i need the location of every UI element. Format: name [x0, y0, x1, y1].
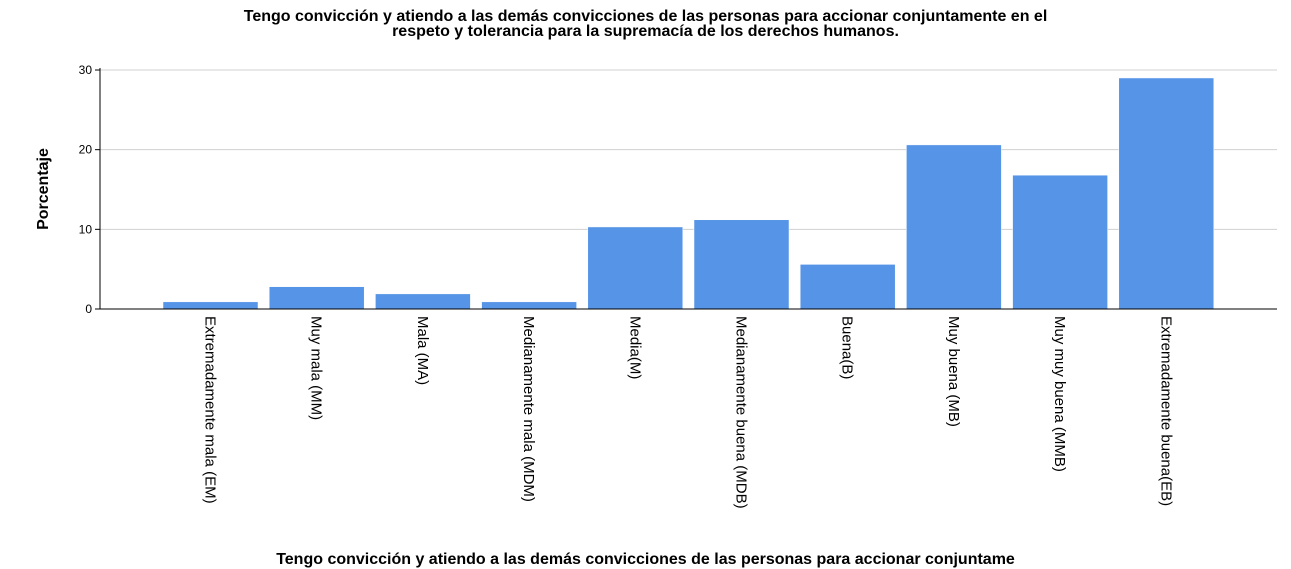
x-tick-label: Muy muy buena (MMB) [1051, 316, 1068, 472]
x-tick-label: Muy mala (MM) [308, 316, 325, 420]
chart-title-line-2: respeto y tolerancia para la supremacía … [392, 23, 899, 40]
y-axis-title: Porcentaje [35, 148, 52, 230]
x-axis-title: Tengo convicción y atiendo a las demás c… [276, 551, 1015, 568]
bar [1012, 174, 1108, 310]
y-tick-label: 30 [79, 63, 93, 77]
x-tick-label: Medianamente buena (MDB) [733, 316, 750, 509]
bar [375, 293, 471, 310]
bar [799, 264, 896, 310]
bar [162, 301, 259, 310]
x-tick-label: Mala (MA) [414, 316, 431, 385]
y-tick-label: 0 [85, 302, 92, 316]
x-tick-label: Buena(B) [839, 316, 856, 379]
y-tick-label: 20 [79, 143, 93, 157]
chart-title-line-1: Tengo convicción y atiendo a las demás c… [243, 8, 1048, 25]
bar [1118, 77, 1215, 310]
bar [693, 219, 790, 310]
x-tick-label: Muy buena (MB) [945, 316, 962, 427]
x-tick-label: Medianamente mala (MDM) [520, 316, 537, 502]
axes: 0 10 20 30 Extremadamente mala (EM) Muy mala … [79, 63, 1277, 509]
bars [162, 77, 1215, 310]
chart-title: Tengo convicción y atiendo a las demás c… [0, 8, 1291, 40]
x-tick-label: Extremadamente buena(EB) [1157, 316, 1174, 506]
x-tick-label: Media(M) [626, 316, 643, 379]
x-tick-label: Extremadamente mala (EM) [202, 316, 219, 504]
bar [268, 286, 365, 310]
y-tick-label: 10 [79, 222, 93, 236]
bar [587, 226, 684, 310]
bar [481, 301, 577, 310]
bar [906, 144, 1002, 310]
